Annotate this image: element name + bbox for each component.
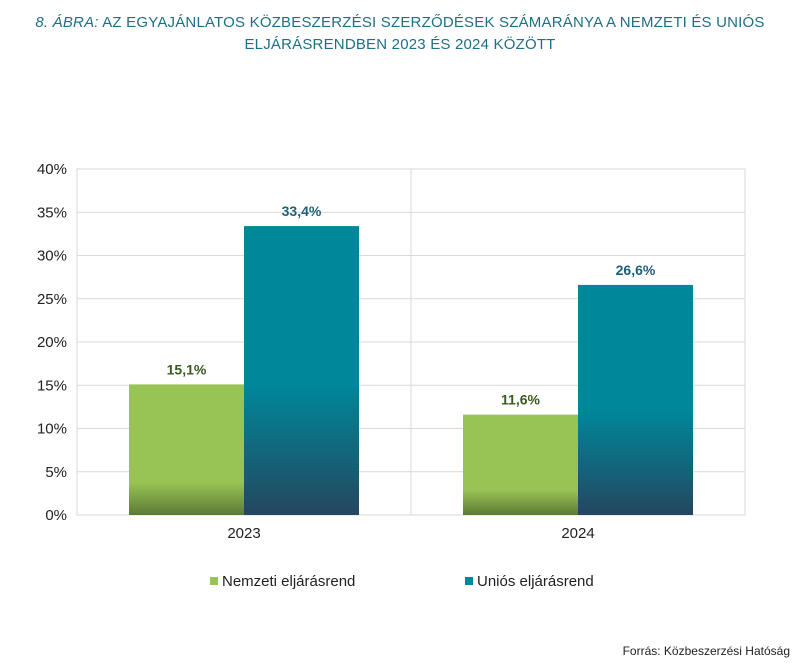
- bar: [463, 414, 578, 515]
- y-tick-label: 25%: [37, 291, 67, 308]
- title-prefix: 8. ÁBRA:: [35, 14, 99, 31]
- data-label: 11,6%: [501, 392, 540, 408]
- x-tick-label: 2024: [561, 525, 594, 542]
- x-tick-label: 2023: [227, 525, 260, 542]
- title-line-1: AZ EGYAJÁNLATOS KÖZBESZERZÉSI SZERZŐDÉSE…: [102, 14, 765, 31]
- title-line-2: ELJÁRÁSRENDBEN 2023 ÉS 2024 KÖZÖTT: [244, 36, 556, 53]
- legend-swatch: [465, 577, 473, 585]
- y-tick-label: 40%: [37, 161, 67, 178]
- data-label: 33,4%: [282, 203, 322, 219]
- legend-label: Uniós eljárásrend: [477, 573, 594, 590]
- y-tick-label: 20%: [37, 334, 67, 351]
- y-tick-label: 15%: [37, 377, 67, 394]
- legend-swatch: [210, 577, 218, 585]
- y-tick-label: 5%: [45, 464, 67, 481]
- data-label: 15,1%: [167, 361, 207, 377]
- source-note: Forrás: Közbeszerzési Hatóság: [622, 644, 790, 658]
- chart-title: 8. ÁBRA: AZ EGYAJÁNLATOS KÖZBESZERZÉSI S…: [0, 12, 800, 56]
- data-label: 26,6%: [616, 262, 656, 278]
- y-tick-label: 10%: [37, 421, 67, 438]
- bar: [578, 284, 693, 515]
- y-tick-label: 35%: [37, 204, 67, 221]
- bar: [129, 384, 244, 515]
- legend-label: Nemzeti eljárásrend: [222, 573, 355, 590]
- y-tick-label: 0%: [45, 507, 67, 524]
- bar: [244, 226, 359, 515]
- y-tick-label: 30%: [37, 248, 67, 265]
